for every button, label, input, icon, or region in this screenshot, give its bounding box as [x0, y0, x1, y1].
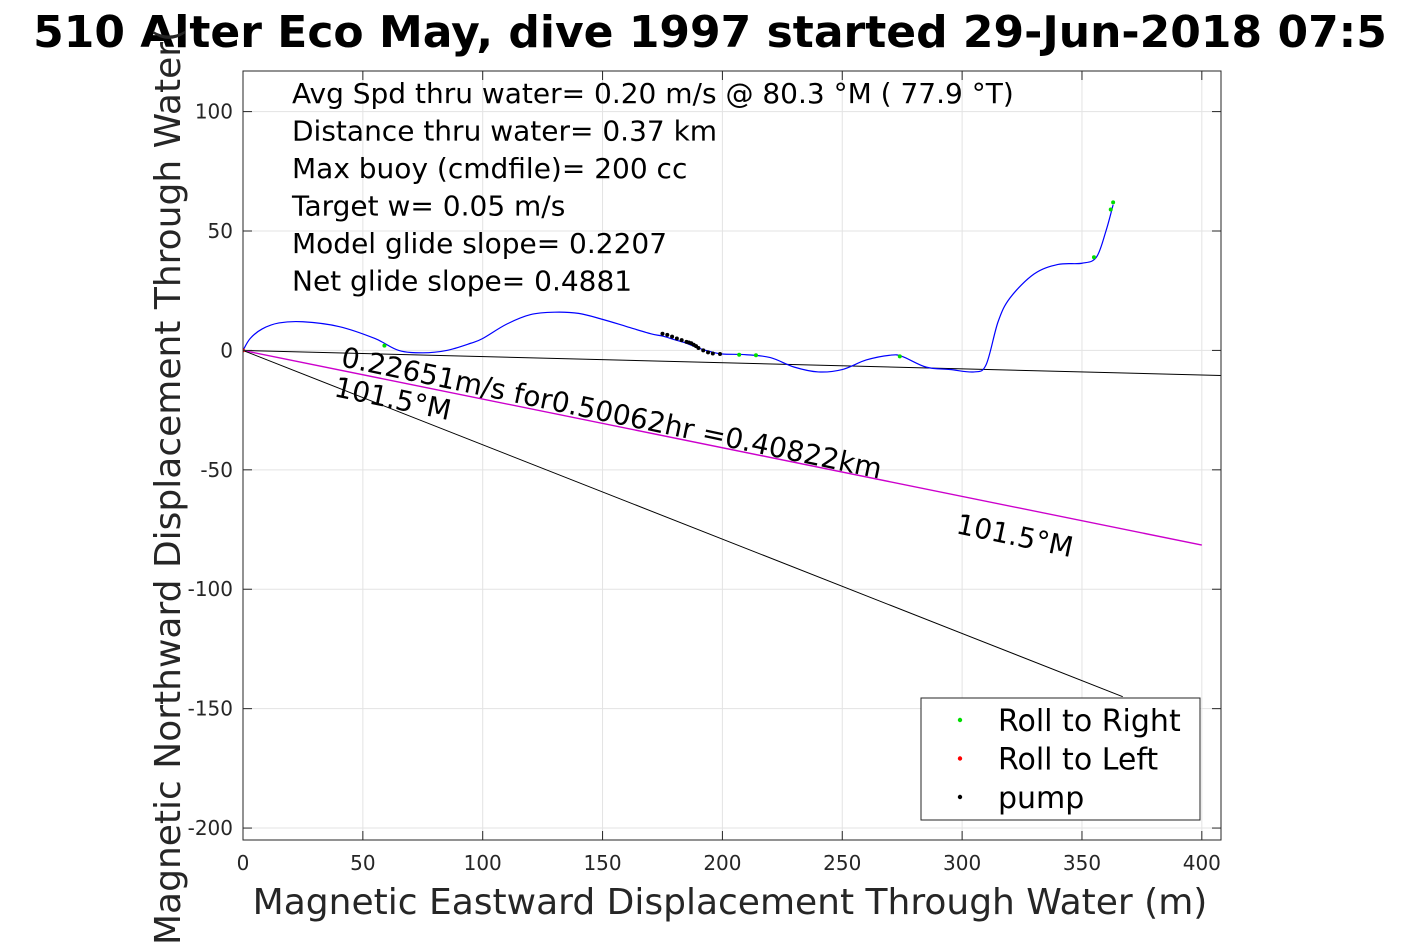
- x-tick-label: 150: [583, 851, 621, 875]
- legend-marker: [957, 756, 963, 761]
- y-tick-label: 100: [195, 100, 233, 124]
- info-line: Net glide slope= 0.4881: [292, 265, 632, 298]
- data-layer: [243, 200, 1221, 698]
- x-tick-label: 200: [703, 851, 741, 875]
- marker-pump: [696, 346, 701, 351]
- legend-box: [920, 697, 1201, 821]
- marker-roll-to-right: [753, 353, 758, 358]
- y-tick-label: 0: [220, 338, 233, 362]
- y-tick-label: -200: [188, 816, 233, 840]
- marker-pump: [665, 332, 670, 337]
- marker-pump: [670, 334, 675, 339]
- legend-marker: [957, 717, 963, 723]
- marker-roll-to-right: [1108, 207, 1113, 212]
- legend-label: pump: [998, 781, 1084, 816]
- tick-marks: [242, 71, 1221, 840]
- marker-pump: [718, 352, 723, 357]
- y-tick-label: 50: [208, 219, 233, 243]
- y-tick-label: -50: [200, 458, 233, 482]
- chart-title: 510 Alter Eco May, dive 1997 started 29-…: [33, 7, 1387, 58]
- marker-pump: [701, 348, 706, 353]
- info-line: Target w= 0.05 m/s: [291, 190, 565, 223]
- info-line: Max buoy (cmdfile)= 200 cc: [292, 152, 687, 185]
- y-axis-label: Magnetic Northward Displacement Through …: [148, 28, 189, 945]
- x-tick-label: 300: [943, 851, 981, 875]
- marker-pump: [706, 350, 711, 355]
- reference-line-steep: [243, 349, 1123, 698]
- x-axis-label: Magnetic Eastward Displacement Through W…: [253, 882, 1208, 923]
- x-tick-label: 400: [1183, 851, 1221, 875]
- x-tick-label: 350: [1063, 851, 1101, 875]
- tick-labels: 0 50 100 150 200 250 300 350 400 100 50 0 -50 -100 -15…: [188, 100, 1221, 875]
- marker-roll-to-right: [382, 343, 387, 348]
- marker-pump: [679, 338, 684, 343]
- y-tick-label: -100: [188, 577, 233, 601]
- reference-line-model: [243, 349, 1202, 546]
- marker-pump: [660, 331, 665, 336]
- legend-label: Roll to Right: [998, 704, 1181, 739]
- marker-roll-to-right: [1091, 255, 1096, 260]
- x-tick-label: 250: [823, 851, 861, 875]
- info-block: Avg Spd thru water= 0.20 m/s @ 80.3 °M (…: [291, 77, 1014, 298]
- info-line: Model glide slope= 0.2207: [292, 227, 667, 260]
- info-line: Avg Spd thru water= 0.20 m/s @ 80.3 °M (…: [292, 77, 1014, 110]
- x-tick-label: 0: [237, 851, 250, 875]
- marker-pump: [674, 336, 679, 341]
- legend-marker: [957, 794, 963, 800]
- marker-roll-to-right: [737, 352, 742, 357]
- info-line: Distance thru water= 0.37 km: [292, 115, 717, 148]
- plot-frame: [242, 70, 1222, 841]
- legend-label: Roll to Left: [998, 743, 1158, 778]
- x-tick-label: 100: [464, 851, 502, 875]
- x-tick-label: 50: [350, 851, 375, 875]
- reference-line-net: [243, 349, 1221, 376]
- y-tick-label: -150: [188, 697, 233, 721]
- marker-roll-to-right: [897, 354, 902, 359]
- marker-roll-to-right: [1111, 200, 1116, 205]
- marker-pump: [710, 351, 715, 356]
